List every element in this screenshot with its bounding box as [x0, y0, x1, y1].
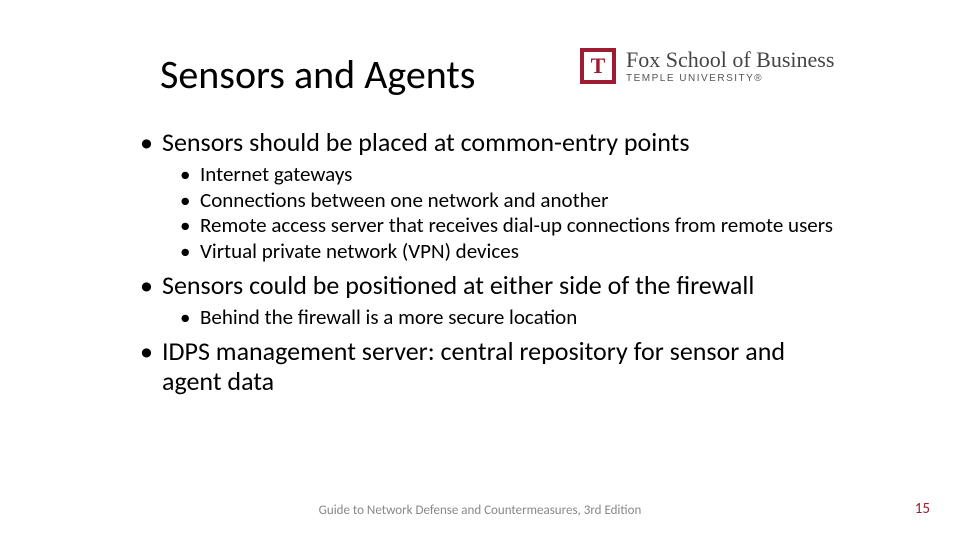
footer-text: Guide to Network Defense and Countermeas… — [0, 503, 960, 518]
school-logo: T Fox School of Business TEMPLE UNIVERSI… — [580, 48, 834, 84]
bullet-l1: Sensors could be positioned at either si… — [140, 271, 840, 301]
page-number: 15 — [915, 500, 930, 518]
logo-text: Fox School of Business TEMPLE UNIVERSITY… — [626, 49, 834, 84]
bullet-l1: IDPS management server: central reposito… — [140, 337, 840, 397]
logo-line1: Fox School of Business — [626, 49, 834, 71]
content-body: Sensors should be placed at common-entry… — [140, 128, 840, 400]
bullet-l1: Sensors should be placed at common-entry… — [140, 128, 840, 158]
logo-mark-inner: T — [584, 52, 612, 80]
logo-mark: T — [580, 48, 616, 84]
bullet-l2: Internet gateways — [180, 162, 840, 187]
slide-title: Sensors and Agents — [160, 50, 475, 99]
bullet-l2: Remote access server that receives dial-… — [180, 213, 840, 238]
bullet-l2: Virtual private network (VPN) devices — [180, 239, 840, 264]
bullet-l2: Connections between one network and anot… — [180, 188, 840, 213]
slide: Sensors and Agents T Fox School of Busin… — [0, 0, 960, 540]
bullet-l2: Behind the firewall is a more secure loc… — [180, 305, 840, 330]
logo-line2: TEMPLE UNIVERSITY® — [626, 74, 834, 84]
logo-glyph: T — [591, 55, 606, 77]
